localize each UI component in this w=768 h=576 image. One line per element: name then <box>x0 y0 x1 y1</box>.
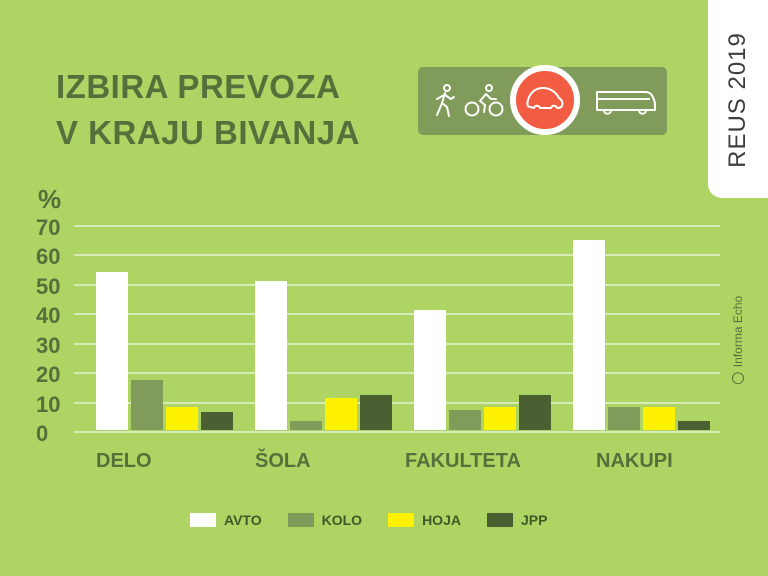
y-axis-unit: % <box>38 184 62 214</box>
legend-swatch <box>190 513 216 527</box>
legend-swatch <box>486 513 513 527</box>
informa-echo-logo-icon <box>732 372 744 385</box>
gridline <box>74 343 720 345</box>
legend-item-hoja: HOJA <box>388 512 461 528</box>
bar-jpp-0 <box>201 412 233 430</box>
brand-text: Informa Echo <box>731 295 745 368</box>
y-tick-0: 0 <box>36 421 49 446</box>
bicycle-icon <box>464 84 504 117</box>
y-tick-60: 60 <box>36 244 61 269</box>
title-line-1: IZBIRA PREVOZA <box>56 68 341 105</box>
category-label-nakupi: NAKUPI <box>596 450 673 472</box>
legend-item-jpp: JPP <box>486 512 548 528</box>
y-tick-20: 20 <box>36 362 61 387</box>
legend-label: AVTO <box>224 512 262 528</box>
gridline <box>74 254 720 256</box>
legend-label: JPP <box>520 512 548 528</box>
bar-avto-1 <box>255 280 287 430</box>
legend: AVTO KOLO HOJA JPP <box>190 512 573 528</box>
bar-avto-2 <box>414 309 446 430</box>
bar-jpp-3 <box>678 421 710 430</box>
bar-kolo-1 <box>290 421 322 430</box>
bar-avto-0 <box>96 271 128 430</box>
gridline <box>74 372 720 374</box>
car-icon <box>526 87 564 109</box>
gridline <box>74 225 720 227</box>
bar-kolo-2 <box>449 409 481 430</box>
legend-item-kolo: KOLO <box>287 512 363 528</box>
legend-label: KOLO <box>321 512 363 528</box>
gridline <box>74 431 720 433</box>
category-label-delo: DELO <box>96 450 152 472</box>
bar-avto-3 <box>573 239 605 430</box>
gridline <box>74 313 720 315</box>
year-badge: REUS 2019 <box>708 0 768 198</box>
bar-hoja-0 <box>166 406 198 430</box>
legend-label: HOJA <box>422 512 461 528</box>
chart-title: IZBIRA PREVOZA V KRAJU BIVANJA <box>56 64 360 156</box>
bar-hoja-2 <box>484 406 516 430</box>
bar-hoja-1 <box>325 397 357 430</box>
walking-icon <box>436 84 455 117</box>
y-tick-10: 10 <box>36 392 61 417</box>
bar-kolo-3 <box>608 406 640 430</box>
gridline <box>74 284 720 286</box>
legend-swatch <box>287 513 314 527</box>
car-icon-highlight <box>510 65 580 135</box>
y-tick-50: 50 <box>36 274 61 299</box>
bar-jpp-1 <box>360 394 392 430</box>
gridline <box>74 402 720 404</box>
legend-item-avto: AVTO <box>190 512 262 528</box>
category-label-sola: ŠOLA <box>255 450 311 472</box>
y-tick-40: 40 <box>36 303 61 328</box>
title-line-2: V KRAJU BIVANJA <box>56 114 360 151</box>
bus-icon <box>596 91 656 115</box>
year-badge-text: REUS 2019 <box>724 32 751 168</box>
y-tick-30: 30 <box>36 333 61 358</box>
bar-kolo-0 <box>131 380 163 430</box>
brand-mark: Informa Echo <box>731 295 745 385</box>
legend-swatch <box>388 513 415 527</box>
bar-jpp-2 <box>519 394 551 430</box>
category-label-fakulteta: FAKULTETA <box>405 450 521 472</box>
y-tick-70: 70 <box>36 215 61 240</box>
bar-hoja-3 <box>643 406 675 430</box>
